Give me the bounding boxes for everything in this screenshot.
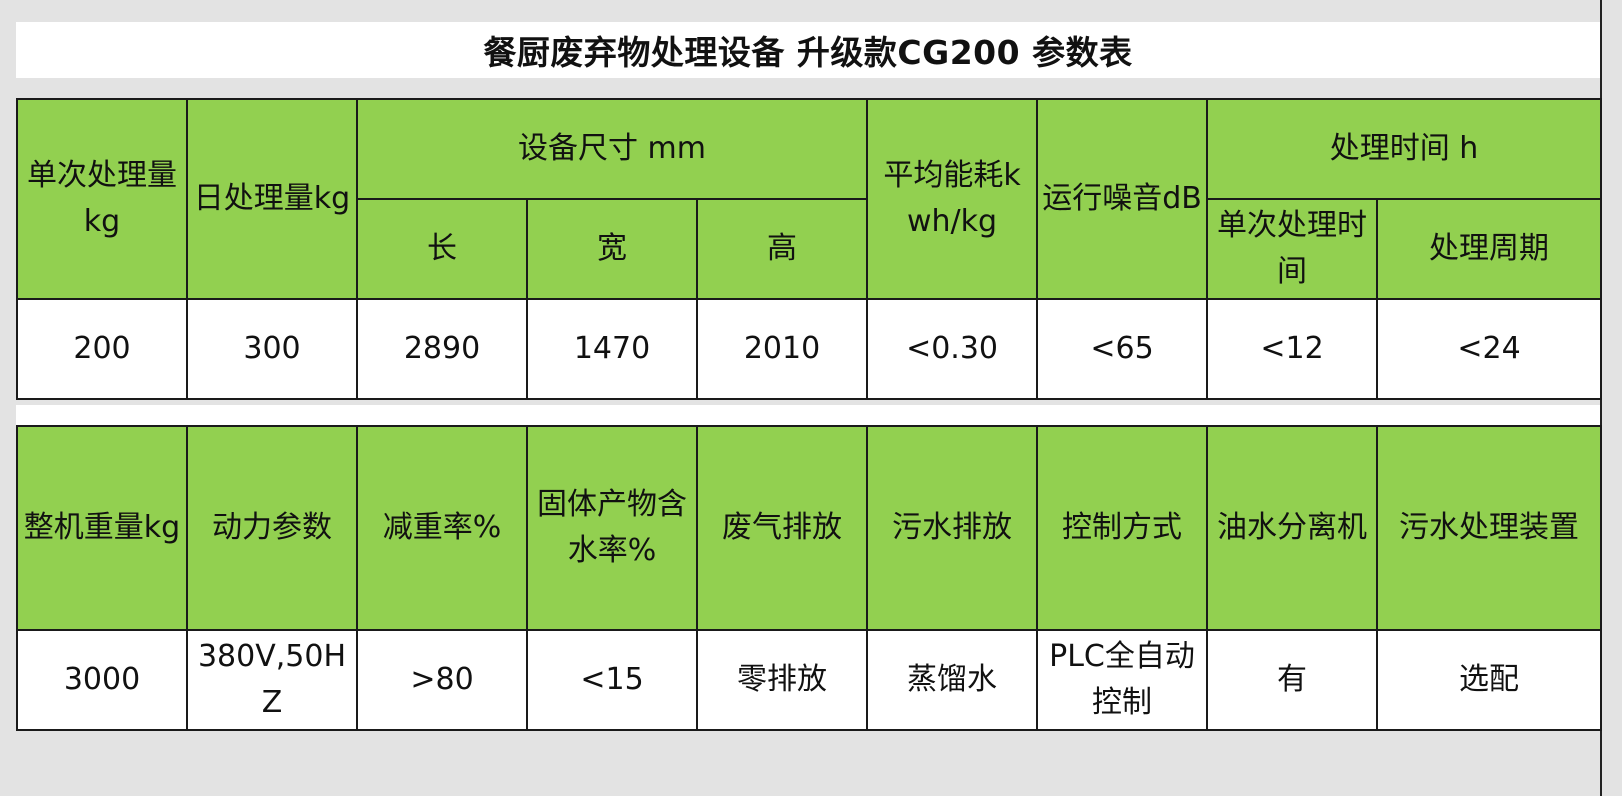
header-moisture-content[interactable]: 固体产物含水率% [526,425,698,631]
header-single-capacity[interactable]: 单次处理量kg [16,98,188,300]
value-daily-capacity[interactable]: 300 [186,298,358,400]
value-single-time[interactable]: <12 [1206,298,1379,400]
value-single-capacity[interactable]: 200 [16,298,188,400]
value-moisture-content[interactable]: <15 [526,629,698,731]
header-noise[interactable]: 运行噪音dB [1036,98,1209,300]
value-cycle[interactable]: <24 [1376,298,1603,400]
header-sewage[interactable]: 污水排放 [866,425,1038,631]
value-height[interactable]: 2010 [695,298,869,400]
parameter-table-1: 单次处理量kg 日处理量kg 设备尺寸 mm 平均能耗kwh/kg 运行噪音dB… [16,98,1603,400]
header-daily-capacity[interactable]: 日处理量kg [186,98,358,300]
value-sewage[interactable]: 蒸馏水 [866,629,1038,731]
header-control[interactable]: 控制方式 [1036,425,1208,631]
header-height[interactable]: 高 [695,198,869,300]
header-dimensions[interactable]: 设备尺寸 mm [355,98,869,200]
value-length[interactable]: 2890 [356,298,528,400]
value-noise[interactable]: <65 [1036,298,1209,400]
header-power[interactable]: 动力参数 [186,425,358,631]
header-processing-time[interactable]: 处理时间 h [1206,98,1603,200]
page-title: 餐厨废弃物处理设备 升级款CG200 参数表 [16,22,1600,78]
header-single-time[interactable]: 单次处理时间 [1206,198,1379,300]
header-length[interactable]: 长 [356,198,528,300]
header-sewage-treatment[interactable]: 污水处理装置 [1376,425,1602,631]
header-oil-separator[interactable]: 油水分离机 [1206,425,1378,631]
header-energy[interactable]: 平均能耗kwh/kg [866,98,1039,300]
spacer-row [16,405,1600,425]
header-machine-weight[interactable]: 整机重量kg [16,425,188,631]
value-sewage-treatment[interactable]: 选配 [1376,629,1602,731]
value-machine-weight[interactable]: 3000 [16,629,188,731]
value-weight-reduction[interactable]: >80 [356,629,528,731]
header-weight-reduction[interactable]: 减重率% [356,425,528,631]
value-energy[interactable]: <0.30 [866,298,1039,400]
value-width[interactable]: 1470 [526,298,698,400]
value-control[interactable]: PLC全自动控制 [1036,629,1208,731]
parameter-table-2: 整机重量kg 动力参数 减重率% 固体产物含水率% 废气排放 污水排放 控制方式… [16,425,1602,731]
header-cycle[interactable]: 处理周期 [1376,198,1603,300]
value-exhaust[interactable]: 零排放 [696,629,868,731]
header-width[interactable]: 宽 [526,198,698,300]
value-oil-separator[interactable]: 有 [1206,629,1378,731]
value-power[interactable]: 380V,50HZ [186,629,358,731]
header-exhaust[interactable]: 废气排放 [696,425,868,631]
